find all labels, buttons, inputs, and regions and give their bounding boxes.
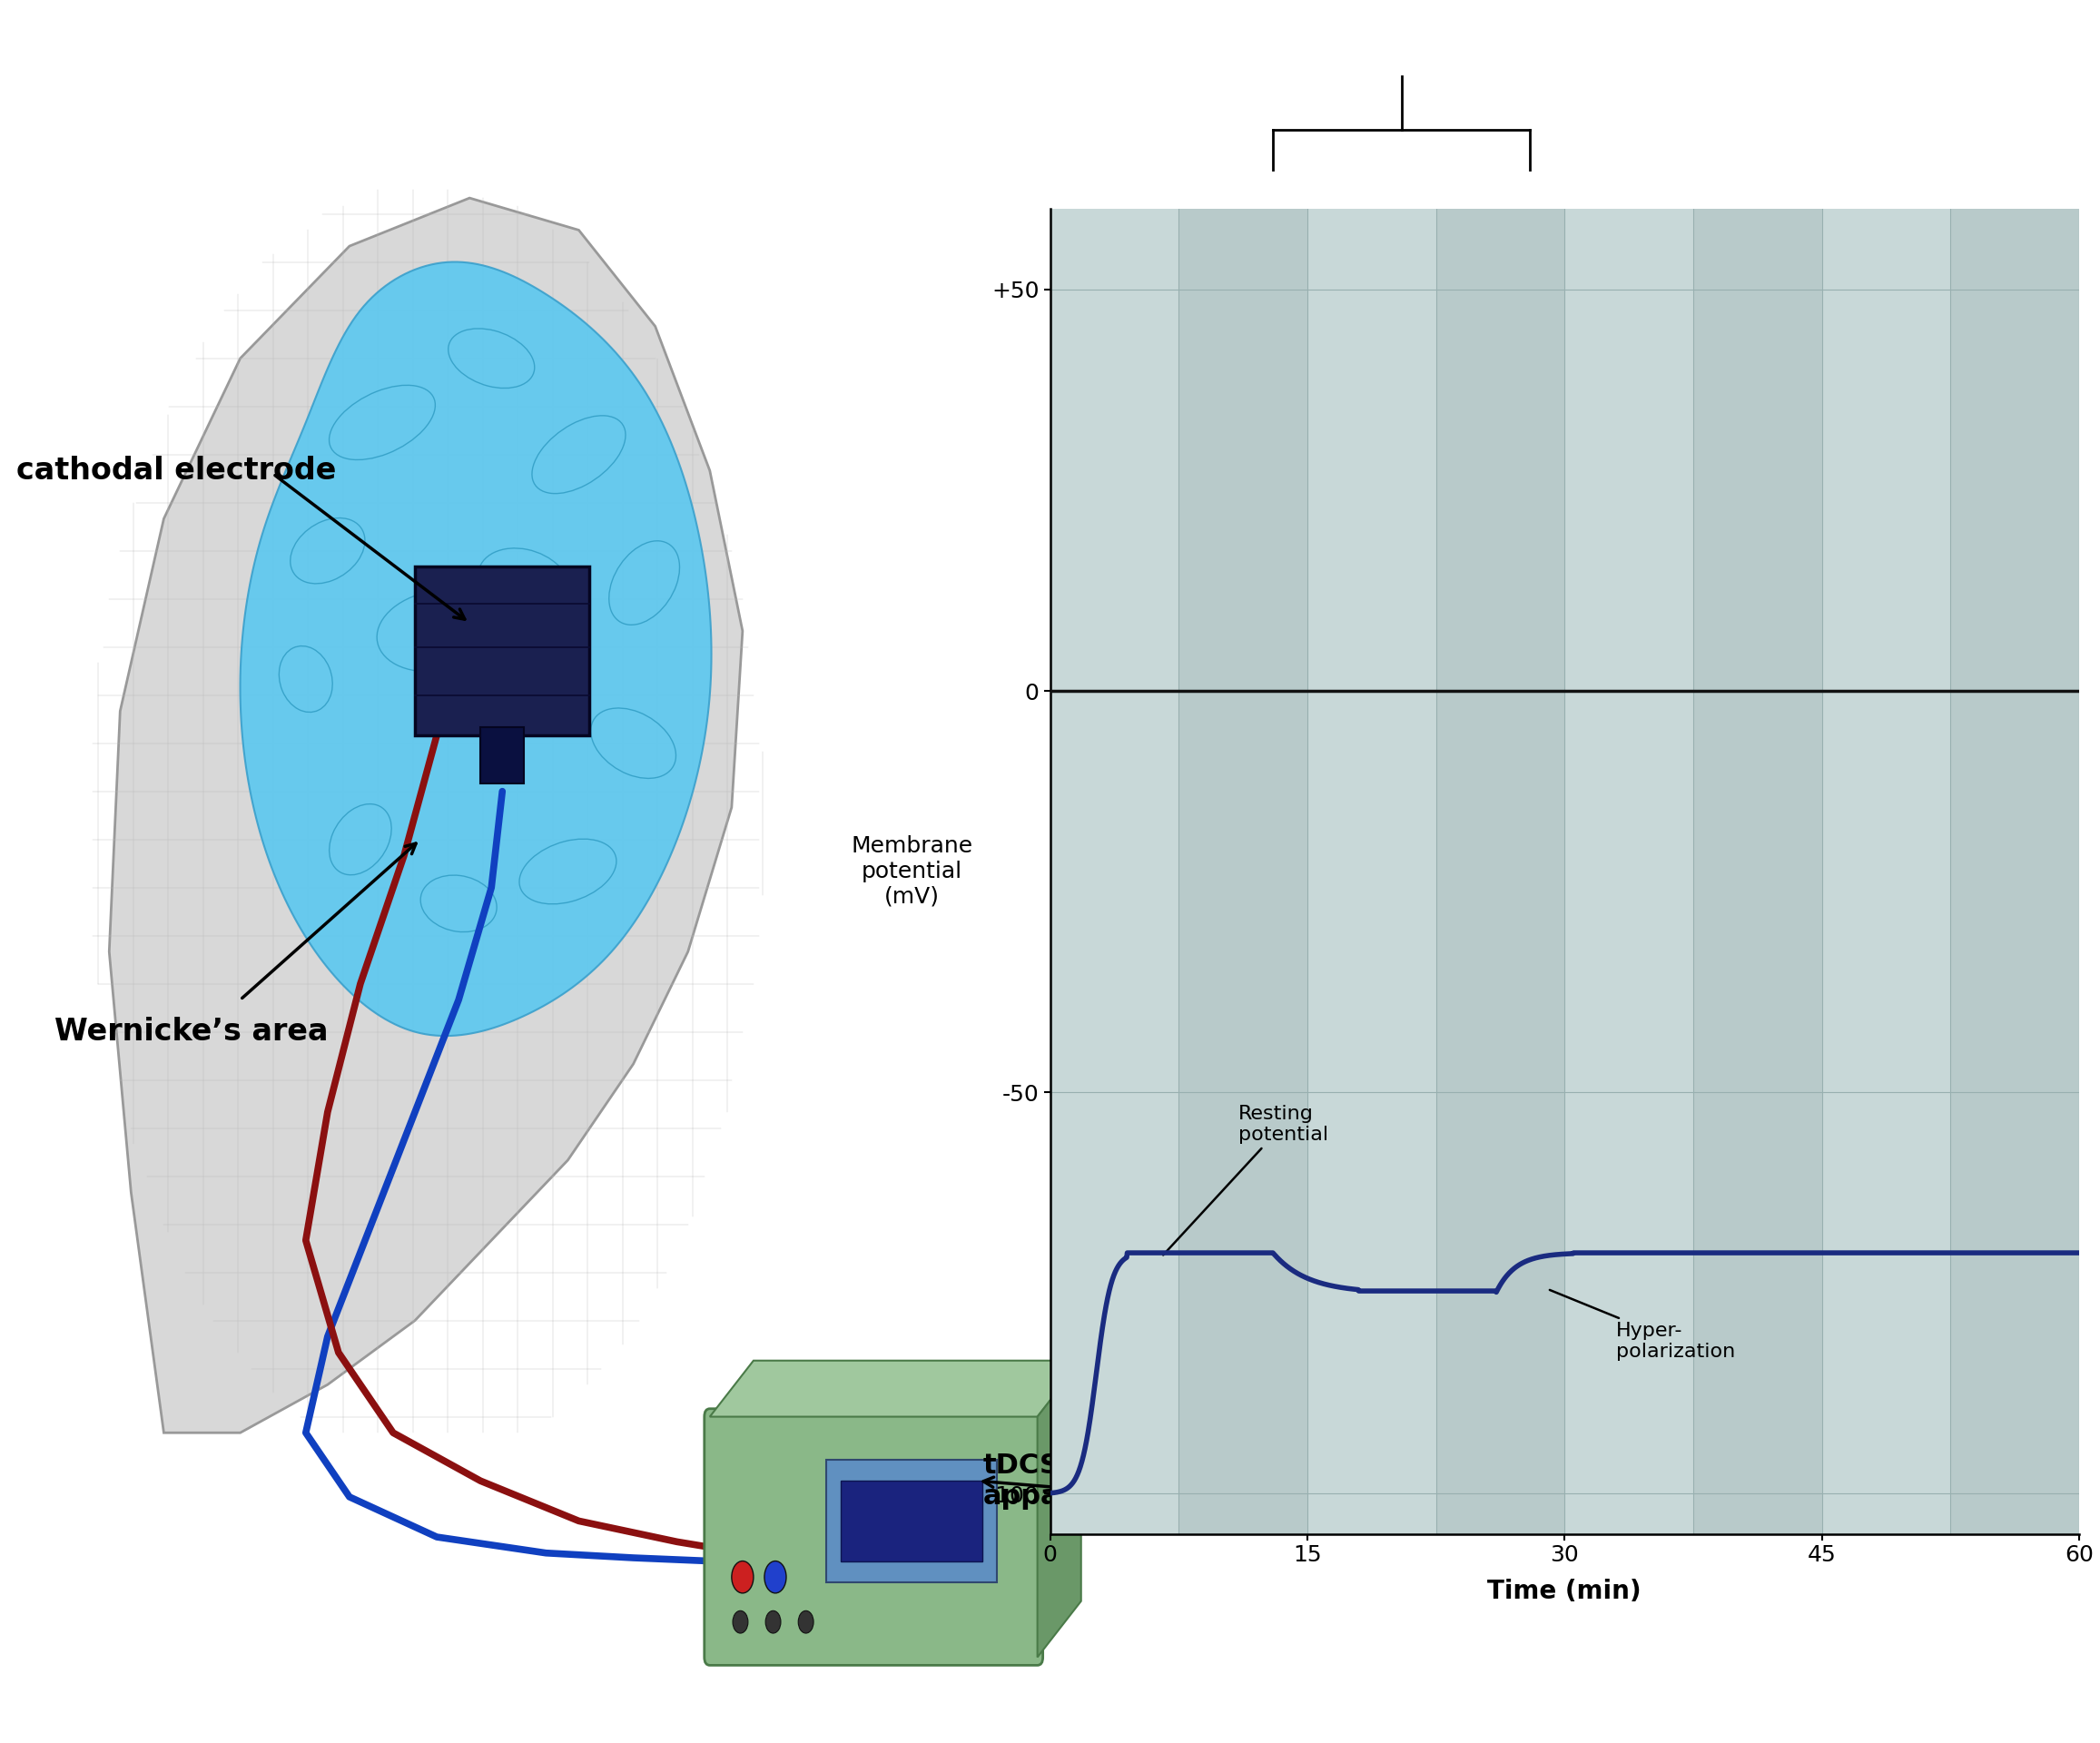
Bar <box>1821 209 1951 1534</box>
Polygon shape <box>1037 1361 1082 1658</box>
Text: Resting
potential: Resting potential <box>1163 1105 1329 1255</box>
Bar <box>1693 209 1821 1534</box>
Polygon shape <box>239 261 712 1035</box>
X-axis label: Time (min): Time (min) <box>1487 1579 1642 1604</box>
Circle shape <box>764 1562 785 1593</box>
FancyBboxPatch shape <box>704 1408 1044 1665</box>
FancyBboxPatch shape <box>481 727 525 783</box>
Polygon shape <box>109 199 743 1433</box>
Bar <box>1178 209 1306 1534</box>
Circle shape <box>731 1562 754 1593</box>
FancyBboxPatch shape <box>840 1482 983 1562</box>
Bar <box>1564 209 1693 1534</box>
Y-axis label: Membrane
potential
(mV): Membrane potential (mV) <box>851 835 972 908</box>
Circle shape <box>733 1611 748 1633</box>
Circle shape <box>798 1611 813 1633</box>
Bar <box>1436 209 1564 1534</box>
Polygon shape <box>710 1361 1082 1417</box>
Text: Wernicke’s area: Wernicke’s area <box>55 1016 328 1048</box>
Bar <box>1050 209 1178 1534</box>
Circle shape <box>766 1611 781 1633</box>
Text: Hyper-
polarization: Hyper- polarization <box>1550 1290 1735 1361</box>
Text: tDCS
apparatus: tDCS apparatus <box>983 1452 1140 1509</box>
Bar <box>1306 209 1436 1534</box>
FancyBboxPatch shape <box>827 1461 998 1583</box>
Bar <box>1951 209 2079 1534</box>
Text: cathodal electrode: cathodal electrode <box>17 455 336 486</box>
FancyBboxPatch shape <box>416 566 590 736</box>
